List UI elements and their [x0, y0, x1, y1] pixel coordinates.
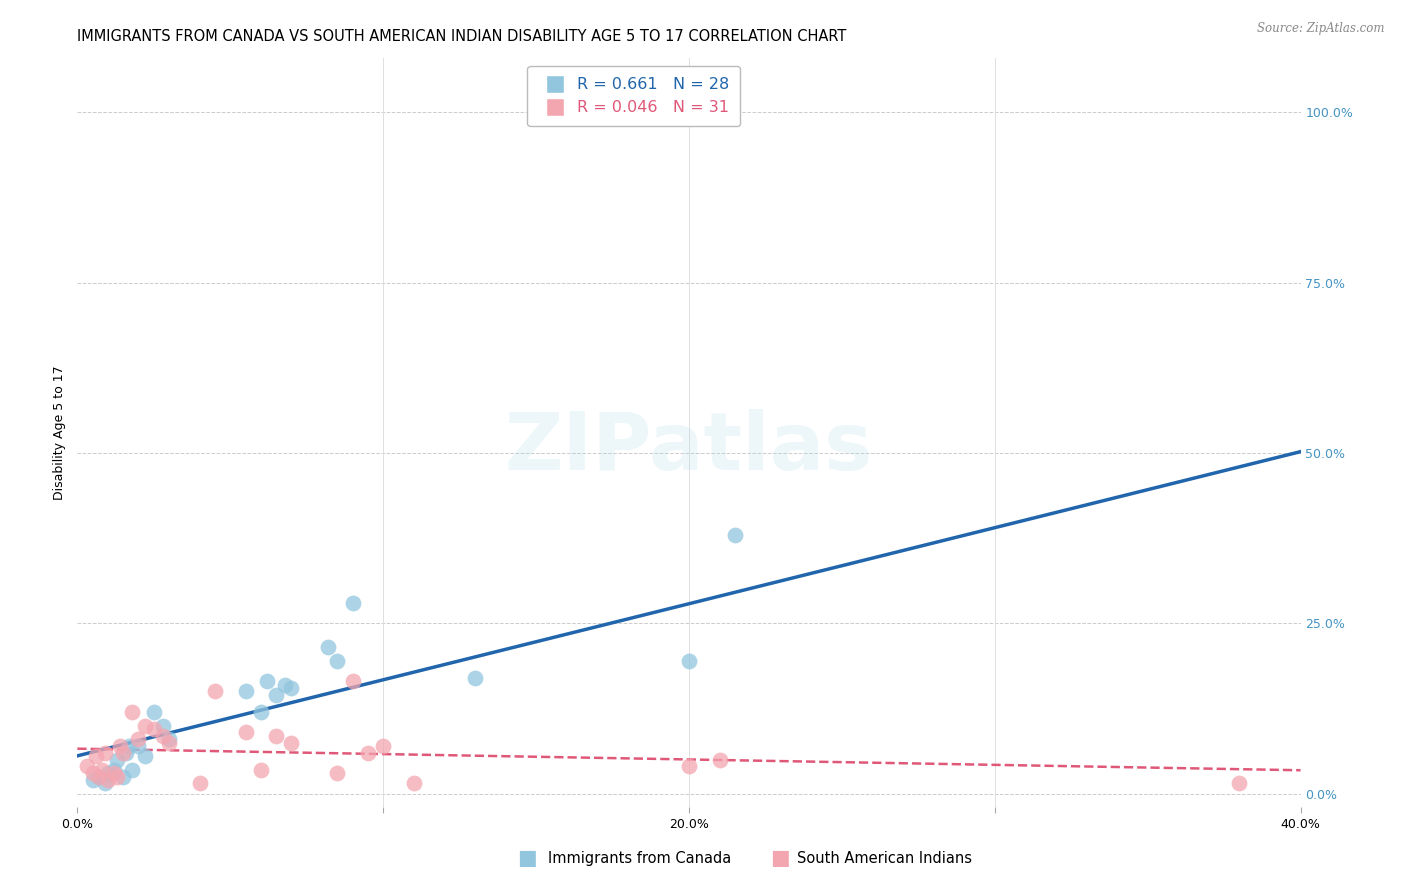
Point [134, 718, 156, 732]
Point [235, 725, 257, 739]
Point [678, 654, 700, 668]
Text: ■: ■ [517, 848, 537, 868]
Point [709, 753, 731, 767]
Point [118, 739, 141, 753]
Point [264, 688, 287, 702]
Point [371, 739, 394, 753]
Point [108, 739, 131, 753]
Point [105, 770, 128, 784]
Point [142, 722, 165, 736]
Point [280, 735, 302, 749]
Point [94, 746, 117, 760]
Point [280, 681, 302, 695]
Point [142, 705, 165, 719]
Point [250, 763, 273, 777]
Text: ZIPatlas: ZIPatlas [505, 409, 873, 487]
Point [103, 763, 125, 777]
Point [76, 759, 98, 773]
Text: ■: ■ [770, 848, 790, 868]
Point [152, 729, 174, 743]
Point [157, 735, 180, 749]
Point [112, 770, 135, 784]
Point [235, 684, 257, 698]
Text: Source: ZipAtlas.com: Source: ZipAtlas.com [1257, 22, 1385, 36]
Point [204, 684, 226, 698]
Text: Immigrants from Canada: Immigrants from Canada [548, 851, 731, 865]
Text: South American Indians: South American Indians [797, 851, 972, 865]
Point [84, 749, 107, 764]
Point [94, 776, 117, 790]
Y-axis label: Disability Age 5 to 17: Disability Age 5 to 17 [53, 366, 66, 500]
Point [105, 753, 128, 767]
Point [188, 776, 211, 790]
Point [402, 776, 425, 790]
Point [326, 766, 349, 780]
Point [152, 718, 174, 732]
Point [97, 766, 120, 780]
Point [82, 772, 104, 787]
Point [115, 746, 138, 760]
Point [121, 705, 143, 719]
Point [464, 671, 486, 685]
Legend: R = 0.661   N = 28, R = 0.046   N = 31: R = 0.661 N = 28, R = 0.046 N = 31 [527, 66, 741, 127]
Point [342, 596, 364, 610]
Point [82, 766, 104, 780]
Point [134, 749, 156, 764]
Point [87, 770, 110, 784]
Point [274, 678, 297, 692]
Point [157, 732, 180, 747]
Point [127, 739, 149, 753]
Point [264, 729, 287, 743]
Point [103, 766, 125, 780]
Point [112, 746, 135, 760]
Point [250, 705, 273, 719]
Point [678, 759, 700, 773]
Point [326, 654, 349, 668]
Point [316, 640, 339, 655]
Point [256, 674, 278, 689]
Point [357, 746, 380, 760]
Point [342, 674, 364, 689]
Point [127, 732, 149, 747]
Point [90, 763, 112, 777]
Point [97, 772, 120, 787]
Point [121, 763, 143, 777]
Text: IMMIGRANTS FROM CANADA VS SOUTH AMERICAN INDIAN DISABILITY AGE 5 TO 17 CORRELATI: IMMIGRANTS FROM CANADA VS SOUTH AMERICAN… [77, 29, 846, 45]
Point [87, 770, 110, 784]
Point [724, 528, 747, 542]
Point [1229, 776, 1251, 790]
